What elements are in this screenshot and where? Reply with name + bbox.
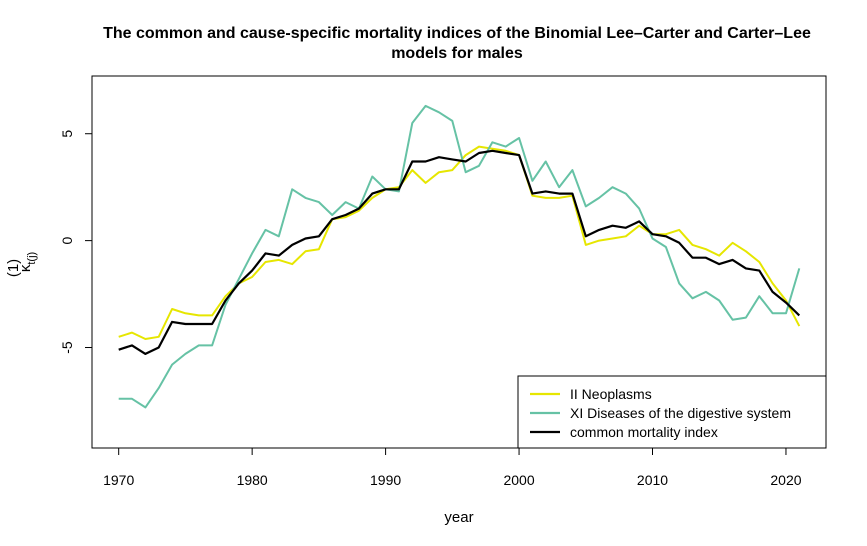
x-axis-label: year <box>444 509 473 526</box>
x-tick-label: 1990 <box>370 472 401 488</box>
series-layer <box>118 104 801 409</box>
x-axis: 1970 1980 1990 2000 2010 2020 <box>103 447 802 488</box>
y-tick-label: 5 <box>59 130 75 138</box>
x-tick-label: 2020 <box>770 472 801 488</box>
y-axis-label-superscript: (1) <box>5 259 22 277</box>
x-tick-label: 1970 <box>103 472 134 488</box>
svg-text:κt(j): κt(j) <box>17 252 38 272</box>
y-axis-label: κt(j) (1) <box>5 252 38 277</box>
legend-label-1: II Neoplasms <box>570 386 652 402</box>
legend: II Neoplasms XI Diseases of the digestive… <box>517 375 827 449</box>
x-tick-label: 2000 <box>503 472 534 488</box>
legend-label-3: common mortality index <box>570 424 718 440</box>
y-tick-label: 0 <box>59 237 75 245</box>
y-axis-label-main: κ <box>17 264 34 272</box>
y-axis-label-subscript: t(j) <box>26 252 38 265</box>
x-tick-label: 1980 <box>237 472 268 488</box>
chart-title-line-2: models for males <box>391 45 523 62</box>
y-axis: -5 0 5 <box>59 130 93 354</box>
legend-box <box>517 375 827 449</box>
chart-title-line-1: The common and cause-specific mortality … <box>103 25 811 42</box>
legend-label-2: XI Diseases of the digestive system <box>570 405 791 421</box>
x-tick-label: 2010 <box>637 472 668 488</box>
y-tick-label: -5 <box>59 341 75 354</box>
series-line-3 <box>118 149 801 355</box>
